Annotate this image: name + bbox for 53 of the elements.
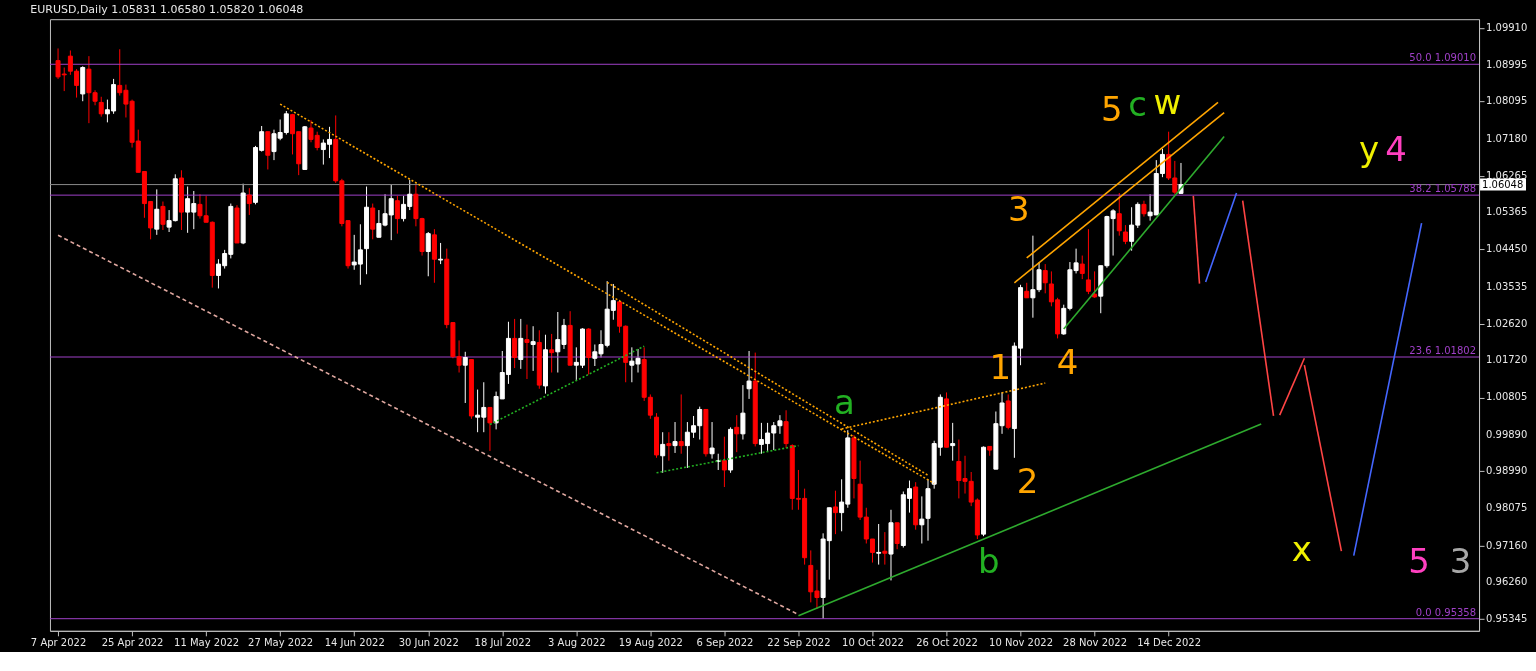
annotation: 4 (1056, 341, 1079, 382)
y-tick-label: 0.99890 (1486, 428, 1528, 440)
x-tick-label: 26 Oct 2022 (916, 637, 978, 649)
ref-line-label: 50.0 1.09010 (1409, 52, 1477, 64)
y-tick-label: 1.07180 (1486, 132, 1528, 144)
x-tick-label: 14 Jun 2022 (324, 637, 385, 649)
y-tick-label: 1.09910 (1486, 21, 1528, 33)
chart-title: EURUSD,Daily 1.05831 1.06580 1.05820 1.06048 (30, 3, 304, 17)
x-tick-label: 7 Apr 2022 (30, 637, 87, 649)
x-tick-label: 10 Oct 2022 (842, 637, 904, 649)
x-tick-label: 30 Jun 2022 (398, 637, 459, 649)
x-tick-label: 14 Dec 2022 (1137, 637, 1202, 649)
annotation: x (1291, 528, 1312, 569)
x-tick-label: 22 Sep 2022 (767, 637, 831, 649)
x-tick-label: 6 Sep 2022 (696, 637, 754, 649)
annotation: 3 (1008, 189, 1030, 230)
annotation: 2 (1016, 461, 1039, 502)
annotation: a (834, 381, 855, 422)
y-tick-label: 1.01720 (1486, 354, 1528, 366)
y-tick-label: 1.08095 (1486, 95, 1528, 107)
y-tick-label: 1.05365 (1486, 206, 1528, 218)
y-tick-label: 0.96260 (1486, 576, 1528, 588)
annotation: c (1128, 84, 1147, 125)
ref-line-label: 0.0 0.95358 (1415, 606, 1477, 618)
y-tick-label: 1.06265 (1486, 169, 1528, 181)
annotation: 5 (1408, 540, 1430, 581)
x-tick-label: 27 May 2022 (248, 637, 314, 649)
y-tick-label: 1.02620 (1486, 317, 1528, 329)
x-tick-label: 25 Apr 2022 (101, 637, 164, 649)
ref-line-label: 23.6 1.01802 (1409, 345, 1477, 356)
y-tick-label: 0.95345 (1486, 613, 1528, 625)
y-tick-label: 1.03535 (1486, 280, 1528, 292)
x-tick-label: 3 Aug 2022 (548, 637, 606, 649)
y-tick-label: 1.08995 (1486, 58, 1528, 70)
x-tick-label: 18 Jul 2022 (474, 637, 532, 649)
x-tick-label: 11 May 2022 (174, 637, 240, 649)
ref-line-label: 1.06048 (1482, 178, 1524, 190)
y-tick-label: 0.98990 (1486, 465, 1528, 477)
x-tick-label: 10 Nov 2022 (989, 637, 1054, 649)
y-tick-label: 0.98075 (1486, 502, 1528, 514)
annotation: 1 (989, 347, 1012, 388)
annotation: 4 (1385, 128, 1407, 169)
y-tick-label: 1.00805 (1486, 391, 1528, 403)
ref-line-label: 38.2 1.05788 (1409, 183, 1477, 195)
x-tick-label: 19 Aug 2022 (618, 637, 683, 649)
x-tick-label: 28 Nov 2022 (1063, 637, 1128, 649)
annotation: y (1358, 128, 1380, 169)
y-tick-label: 0.97160 (1486, 539, 1528, 551)
annotation: w (1153, 81, 1182, 122)
annotation: 3 (1449, 540, 1472, 581)
annotation: 5 (1100, 88, 1123, 129)
y-tick-label: 1.04450 (1486, 243, 1528, 255)
annotation: b (978, 540, 1000, 581)
